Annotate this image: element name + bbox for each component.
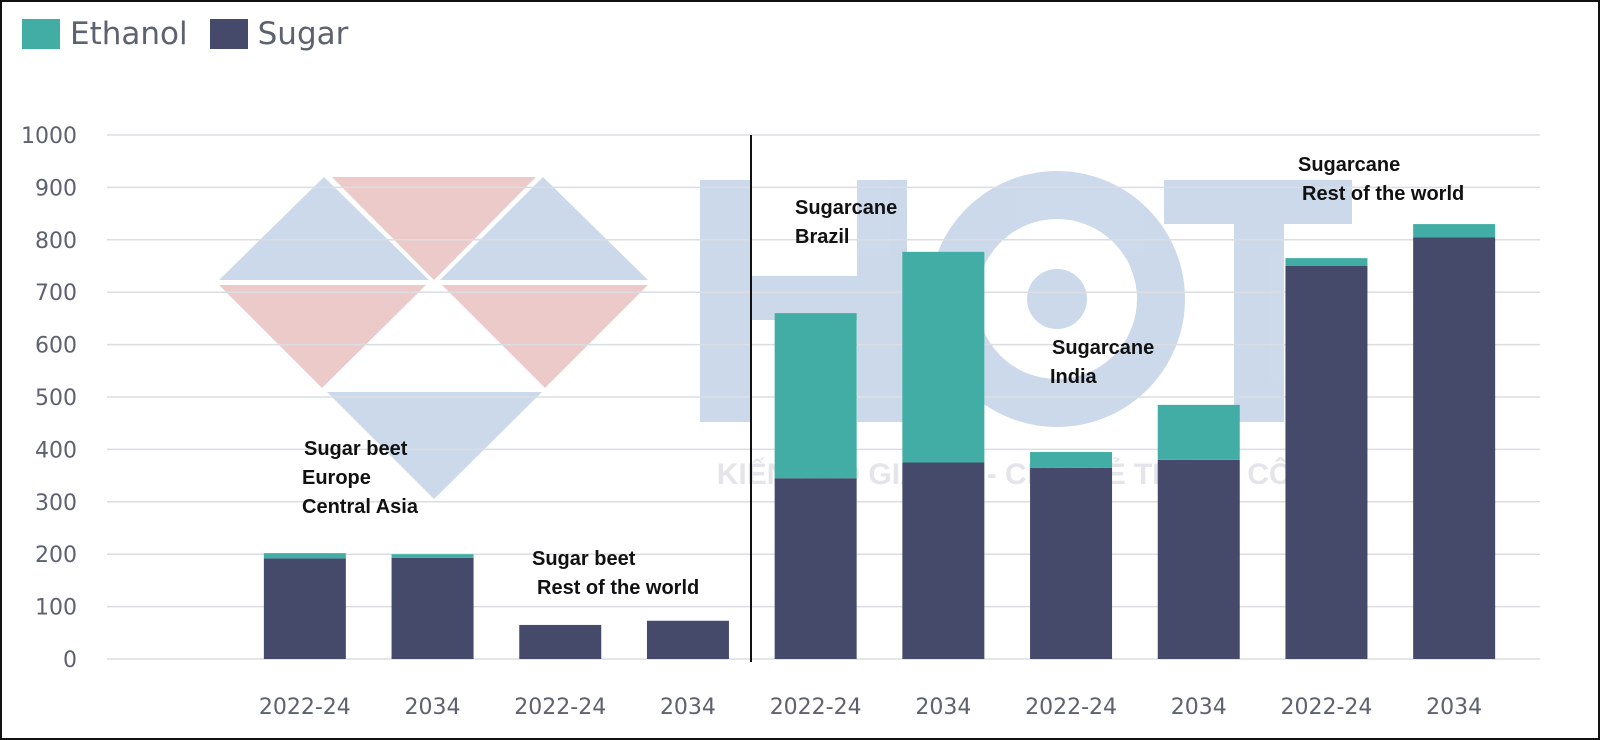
region-annotation: Sugar beet xyxy=(304,438,408,460)
y-tick-label: 1000 xyxy=(21,124,77,149)
logo-triangle xyxy=(440,177,648,280)
logo-triangle xyxy=(219,177,429,280)
y-tick-label: 400 xyxy=(35,438,77,463)
bar-sugar xyxy=(646,620,729,659)
region-annotation: Brazil xyxy=(795,226,849,248)
bar-ethanol xyxy=(902,251,985,463)
region-annotation: Sugarcane xyxy=(795,197,897,219)
annotations: Sugar beet Europe Central Asia Sugar beet Re… xyxy=(302,154,1464,599)
x-tick-label: 2034 xyxy=(660,695,716,720)
y-tick-label: 100 xyxy=(35,596,77,621)
region-annotation: Sugarcane xyxy=(1052,337,1154,359)
x-axis-ticks: 2022-24 2034 2022-24 2034 2022-24 2034 2022-24… xyxy=(259,695,1482,720)
y-tick-label: 800 xyxy=(35,229,77,254)
y-tick-label: 300 xyxy=(35,491,77,516)
bar-sugar xyxy=(263,558,346,659)
logo-triangle xyxy=(442,285,648,388)
bar-sugar xyxy=(1413,237,1496,659)
region-annotation: Sugar beet xyxy=(532,548,636,570)
y-tick-label: 600 xyxy=(35,334,77,359)
region-annotation: Sugarcane xyxy=(1298,154,1400,176)
x-tick-label: 2034 xyxy=(915,695,971,720)
legend: Ethanol Sugar xyxy=(22,16,348,52)
legend-swatch-sugar xyxy=(209,19,248,49)
bar-ethanol xyxy=(1157,404,1240,460)
logo-letter-stroke xyxy=(700,276,907,320)
logo-letter-stroke xyxy=(1027,269,1087,329)
y-tick-label: 700 xyxy=(35,281,77,306)
x-tick-label: 2034 xyxy=(1426,695,1482,720)
y-tick-label: 900 xyxy=(35,176,77,201)
legend-swatch-ethanol xyxy=(22,19,60,49)
x-tick-label: 2022-24 xyxy=(259,695,351,720)
bar-sugar xyxy=(1157,459,1240,659)
x-tick-label: 2022-24 xyxy=(514,695,606,720)
bar-ethanol xyxy=(1030,452,1113,468)
x-tick-label: 2022-24 xyxy=(1280,695,1372,720)
legend-item-sugar: Sugar xyxy=(209,16,349,52)
region-annotation: Europe xyxy=(302,467,371,489)
y-tick-label: 500 xyxy=(35,386,77,411)
y-axis-ticks: 0 100 200 300 400 500 600 700 800 900 1000 xyxy=(21,124,77,673)
logo-letter-stroke xyxy=(1234,180,1284,422)
bar-sugar xyxy=(519,624,602,659)
logo-triangle xyxy=(219,285,426,388)
region-annotation: India xyxy=(1050,366,1098,388)
region-annotation: Rest of the world xyxy=(537,577,699,599)
x-tick-label: 2034 xyxy=(405,695,461,720)
bar-sugar xyxy=(902,462,985,659)
legend-label-ethanol: Ethanol xyxy=(70,16,188,52)
bar-sugar xyxy=(1285,266,1368,659)
logo-triangle xyxy=(327,392,542,499)
y-tick-label: 200 xyxy=(35,543,77,568)
x-tick-label: 2022-24 xyxy=(1025,695,1117,720)
bar-ethanol xyxy=(1285,258,1368,266)
x-tick-label: 2022-24 xyxy=(770,695,862,720)
bar-sugar xyxy=(1030,467,1113,659)
x-tick-label: 2034 xyxy=(1171,695,1227,720)
bar-sugar xyxy=(391,557,474,659)
logo-triangle xyxy=(332,177,536,280)
bar-ethanol xyxy=(263,553,346,559)
bars xyxy=(263,224,1496,659)
bar-ethanol xyxy=(391,554,474,558)
bar-ethanol xyxy=(774,313,857,479)
legend-label-sugar: Sugar xyxy=(257,16,349,52)
bar-ethanol xyxy=(1413,224,1496,238)
region-annotation: Rest of the world xyxy=(1302,183,1464,205)
region-annotation: Central Asia xyxy=(302,496,419,518)
y-tick-label: 0 xyxy=(63,648,77,673)
bar-sugar xyxy=(774,478,857,659)
legend-item-ethanol: Ethanol xyxy=(22,16,188,52)
